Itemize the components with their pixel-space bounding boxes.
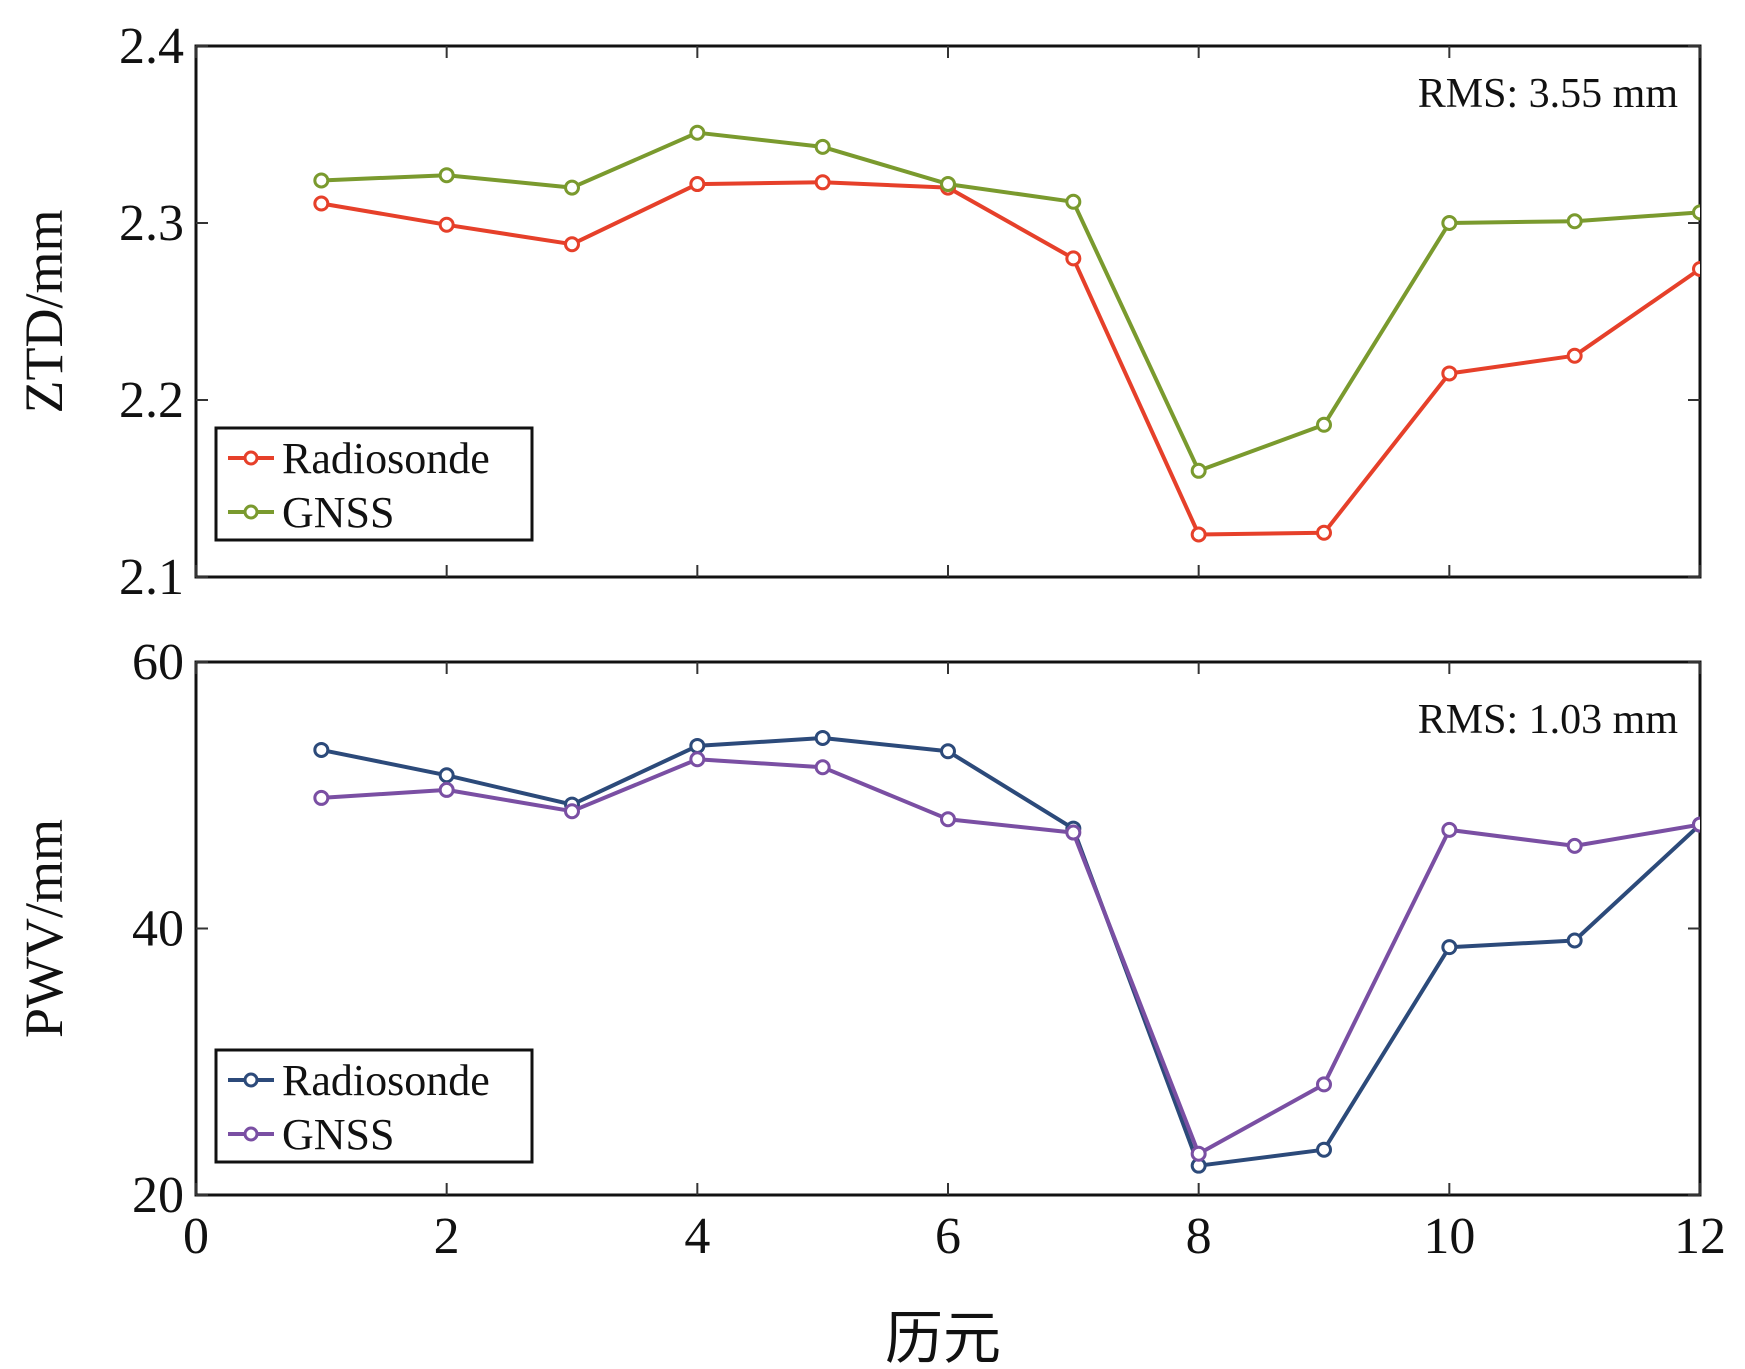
- series-radiosonde-point: [1441, 365, 1458, 382]
- y-axis-title: ZTD/mm: [14, 210, 74, 414]
- y-tick-label: 2.1: [119, 549, 184, 606]
- y-axis-title: PWV/mm: [14, 819, 74, 1038]
- series-radiosonde-point: [564, 236, 580, 253]
- series-radiosonde-point: [1566, 347, 1583, 364]
- series-gnss-point: [1065, 193, 1082, 210]
- series-gnss-point: [940, 811, 956, 828]
- legend-radiosonde-label: Radiosonde: [282, 1056, 490, 1105]
- legend-gnss-marker: [243, 1126, 259, 1142]
- series-gnss-point: [313, 789, 330, 806]
- series-radiosonde-point: [814, 174, 831, 191]
- y-tick-label: 2.4: [119, 18, 184, 75]
- legend-radiosonde-label: Radiosonde: [282, 434, 490, 483]
- y-tick-label: 2.3: [119, 195, 184, 252]
- legend-gnss-label: GNSS: [282, 488, 395, 537]
- y-tick-label: 40: [132, 901, 184, 958]
- series-gnss-point: [564, 179, 580, 196]
- series-radiosonde-point: [1316, 1141, 1332, 1158]
- series-radiosonde-point: [438, 216, 455, 233]
- series-radiosonde-point: [940, 743, 956, 760]
- series-gnss-point: [313, 172, 330, 189]
- series-gnss-line: [321, 130, 1700, 473]
- series-gnss-point: [940, 176, 956, 193]
- series-radiosonde-point: [689, 737, 706, 754]
- pwv-panel: 0 2 4 6 8 10 12 20 40 60 PWV/mm RMS: 1.03 mm Radioso…: [14, 634, 1726, 1265]
- series-gnss-point: [1190, 1145, 1207, 1162]
- legend: Radiosonde GNSS: [214, 426, 534, 542]
- series-radiosonde-point: [689, 176, 706, 193]
- series-gnss-point: [1190, 462, 1207, 479]
- rms-annotation: RMS: 1.03 mm: [1418, 697, 1679, 743]
- series-radiosonde-point: [313, 741, 330, 758]
- rms-annotation: RMS: 3.55 mm: [1418, 71, 1679, 117]
- x-tick-label: 6: [935, 1208, 961, 1265]
- series-gnss-point: [438, 781, 455, 798]
- x-tick-label: 12: [1674, 1208, 1726, 1265]
- series-gnss-point: [1316, 416, 1332, 433]
- series-radiosonde-point: [1441, 939, 1458, 956]
- legend-radiosonde-marker: [243, 1072, 259, 1088]
- legend-radiosonde-marker: [243, 450, 259, 466]
- x-tick-label: 8: [1186, 1208, 1212, 1265]
- series-radiosonde-point: [1566, 932, 1583, 949]
- series-radiosonde-point: [1316, 524, 1332, 541]
- series-radiosonde-point: [1065, 250, 1082, 267]
- series-radiosonde-point: [313, 195, 330, 212]
- legend: Radiosonde GNSS: [214, 1048, 534, 1164]
- ztd-panel: 2.1 2.2 2.3 2.4 ZTD/mm RMS: 3.55 mm Radiosonde…: [14, 18, 1702, 606]
- series-gnss-point: [1065, 824, 1082, 841]
- series-gnss-point: [689, 124, 706, 141]
- legend-gnss-label: GNSS: [282, 1110, 395, 1159]
- series-gnss-line: [321, 757, 1700, 1156]
- series-gnss-point: [564, 803, 580, 820]
- series-radiosonde-point: [1692, 261, 1700, 278]
- series-gnss-point: [689, 751, 706, 768]
- series-radiosonde-point: [1190, 526, 1207, 543]
- x-tick-label: 2: [434, 1208, 460, 1265]
- x-tick-label: 4: [684, 1208, 710, 1265]
- series-radiosonde-line: [320, 736, 1700, 1168]
- series-gnss-point: [1316, 1076, 1332, 1093]
- x-axis-title: 历元: [885, 1304, 1001, 1369]
- y-tick-label: 20: [132, 1167, 184, 1224]
- series-gnss-point: [1441, 821, 1458, 838]
- x-tick-label: 10: [1423, 1208, 1475, 1265]
- series-gnss-point: [438, 167, 455, 184]
- legend-box: [214, 1048, 534, 1164]
- plot-area: [313, 124, 1700, 543]
- legend-box: [214, 426, 534, 542]
- series-gnss-point: [1566, 213, 1583, 230]
- y-tick-label: 60: [132, 634, 184, 691]
- series-gnss-point: [1441, 215, 1458, 231]
- series-gnss-point: [1692, 204, 1700, 221]
- series-radiosonde-line: [320, 180, 1700, 537]
- x-tick-label: 0: [183, 1208, 209, 1265]
- series-radiosonde-point: [814, 729, 831, 746]
- legend-gnss-marker: [243, 504, 259, 520]
- plot-area: [313, 729, 1700, 1174]
- series-gnss-point: [1692, 816, 1700, 833]
- y-tick-label: 2.2: [119, 372, 184, 429]
- series-radiosonde-point: [438, 767, 455, 784]
- series-gnss-point: [814, 138, 831, 155]
- series-gnss-point: [1566, 837, 1583, 854]
- series-gnss-point: [814, 759, 831, 776]
